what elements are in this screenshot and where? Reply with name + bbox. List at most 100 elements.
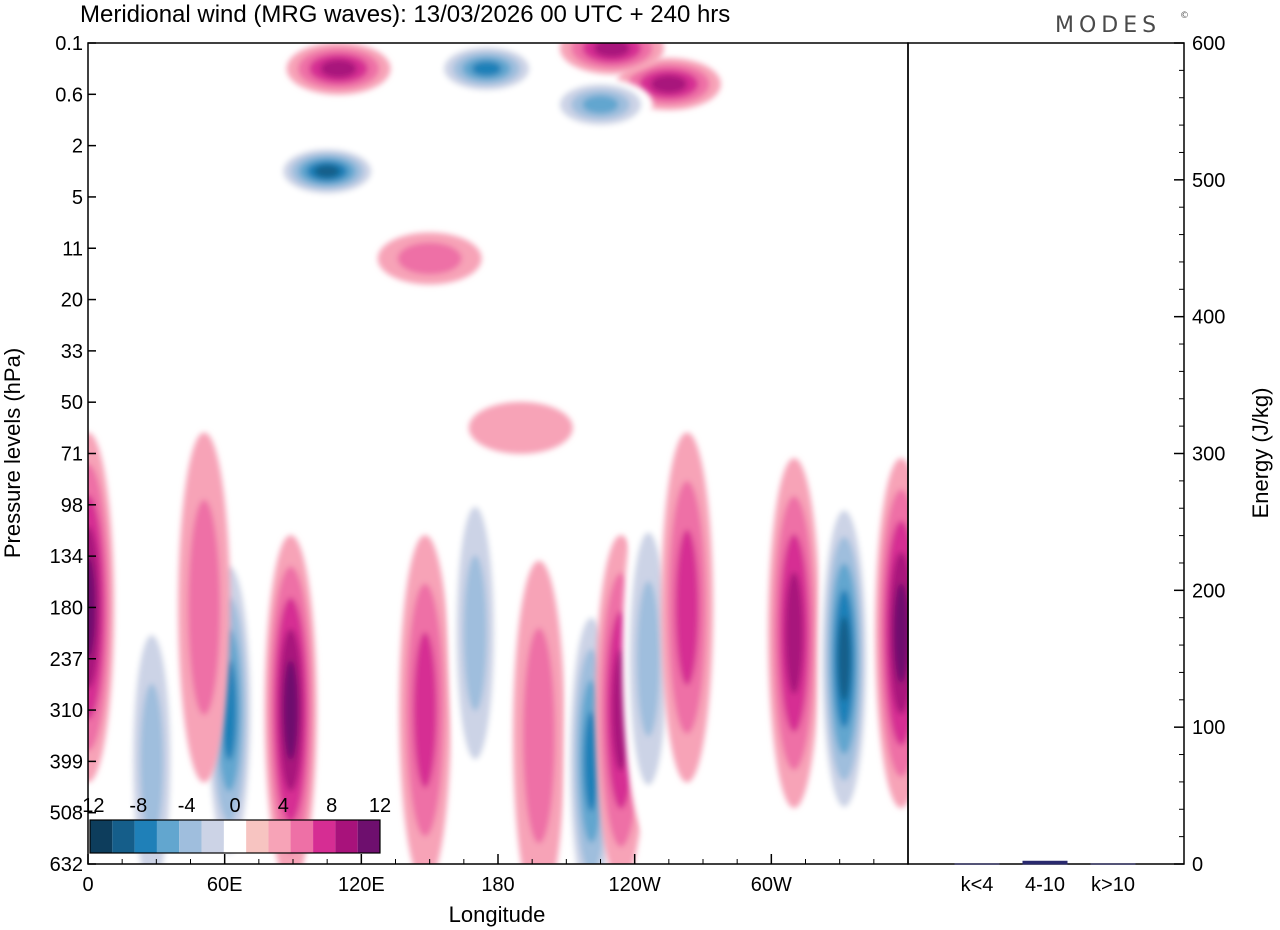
y-tick-label: 0.6 bbox=[55, 84, 83, 106]
contour-cell-15 bbox=[178, 432, 231, 783]
contour-band bbox=[314, 164, 340, 178]
contour-cell-10 bbox=[768, 458, 821, 809]
energy-axis-label: Energy (J/kg) bbox=[1248, 388, 1273, 519]
x-axis: 0 60E 120E 180 120W 60W bbox=[82, 854, 875, 896]
contour-cell-24 bbox=[122, 273, 227, 326]
contour-band bbox=[463, 555, 487, 711]
contour-cell-22 bbox=[377, 232, 482, 285]
y-tick-label: 71 bbox=[61, 444, 83, 466]
colorbar-swatch bbox=[313, 820, 336, 853]
y-tick-label: 134 bbox=[50, 546, 83, 568]
contour-band bbox=[893, 583, 908, 684]
contour-cell-5 bbox=[513, 560, 565, 864]
energy-tick-label: 300 bbox=[1192, 444, 1225, 466]
colorbar-label: -12 bbox=[76, 795, 105, 817]
y-tick-label: 2 bbox=[72, 136, 83, 158]
y-tick-label: 98 bbox=[61, 495, 83, 517]
contour-cell-23 bbox=[468, 401, 573, 454]
colorbar-swatch bbox=[268, 820, 291, 853]
contour-cell-20 bbox=[548, 78, 653, 131]
energy-tick-label: 400 bbox=[1192, 307, 1225, 329]
colorbar-label: 4 bbox=[278, 795, 289, 817]
contour-band bbox=[188, 499, 221, 716]
colorbar-label: 8 bbox=[326, 795, 337, 817]
contour-band bbox=[413, 632, 437, 788]
contour-band bbox=[785, 572, 804, 694]
contour-band bbox=[397, 242, 462, 275]
contour-band bbox=[837, 616, 851, 702]
colorbar-label: 0 bbox=[229, 795, 240, 817]
contour-band bbox=[636, 580, 660, 737]
colorbar-swatch bbox=[179, 820, 202, 853]
contour-cell-12 bbox=[875, 458, 908, 809]
energy-category-label: k<4 bbox=[961, 874, 994, 896]
y-tick-label: 5 bbox=[72, 187, 83, 209]
contour-cell-18 bbox=[286, 43, 391, 95]
contour-cell-2 bbox=[264, 535, 317, 864]
contour-cell-21 bbox=[559, 43, 664, 75]
colorbar-frame bbox=[89, 819, 381, 854]
brand-logo: MODES bbox=[1055, 13, 1161, 38]
energy-bar bbox=[1022, 860, 1068, 865]
contour-cell-13 bbox=[88, 432, 114, 783]
energy-category-label: k>10 bbox=[1091, 874, 1135, 896]
x-tick-label: 120W bbox=[609, 874, 661, 896]
colorbar-swatch bbox=[335, 820, 358, 853]
colorbar-label: -4 bbox=[178, 795, 196, 817]
colorbar-swatch bbox=[223, 820, 247, 853]
contour-band bbox=[523, 628, 555, 844]
energy-tick-label: 600 bbox=[1192, 33, 1225, 55]
y-tick-label: 20 bbox=[61, 290, 83, 312]
brand-mark: © bbox=[1180, 11, 1189, 21]
x-tick-label: 0 bbox=[82, 874, 93, 896]
heatmap-field bbox=[88, 43, 908, 864]
y-tick-label: 50 bbox=[61, 392, 83, 414]
contour-band bbox=[650, 75, 687, 94]
chart-title: Meridional wind (MRG waves): 13/03/2026 … bbox=[80, 1, 730, 28]
contour-band bbox=[471, 61, 502, 77]
y-tick-label: 632 bbox=[50, 854, 83, 876]
colorbar-label: 12 bbox=[369, 795, 391, 817]
y-axis: 0.1 0.6 2 5 11 20 33 50 71 98 134 180 237 310 399 508 63… bbox=[50, 33, 96, 876]
contour-band bbox=[122, 273, 227, 326]
colorbar-swatch bbox=[246, 820, 269, 853]
contour-cell-17 bbox=[275, 145, 380, 198]
energy-bars: k<4 4-10 k>10 bbox=[954, 860, 1136, 896]
colorbar: -12 -8 -4 0 4 8 12 bbox=[76, 795, 391, 854]
contour-band bbox=[468, 401, 573, 454]
colorbar-swatch bbox=[112, 820, 135, 853]
y-tick-label: 237 bbox=[50, 649, 83, 671]
energy-tick-label: 500 bbox=[1192, 170, 1225, 192]
colorbar-swatch bbox=[134, 820, 157, 853]
colorbar-swatch bbox=[290, 820, 314, 853]
contour-band bbox=[593, 43, 630, 58]
energy-panel-frame bbox=[907, 42, 1185, 865]
contour-cell-14 bbox=[125, 586, 178, 864]
colorbar-swatch bbox=[90, 820, 113, 853]
y-tick-label: 180 bbox=[50, 597, 83, 619]
contour-band bbox=[583, 711, 599, 812]
contour-band bbox=[675, 529, 699, 686]
x-tick-label: 120E bbox=[338, 874, 385, 896]
y-tick-label: 33 bbox=[61, 341, 83, 363]
energy-category-label: 4-10 bbox=[1025, 874, 1065, 896]
energy-tick-label: 200 bbox=[1192, 580, 1225, 602]
x-tick-label: 60E bbox=[207, 874, 243, 896]
contour-band bbox=[582, 95, 619, 114]
y-axis-label: Pressure levels (hPa) bbox=[0, 348, 25, 558]
y-tick-label: 11 bbox=[62, 238, 83, 260]
y-tick-label: 399 bbox=[50, 751, 83, 773]
energy-tick-label: 0 bbox=[1192, 854, 1203, 876]
y-tick-label: 508 bbox=[50, 803, 83, 825]
y-tick-label: 0.1 bbox=[55, 33, 83, 55]
contour-band bbox=[140, 683, 164, 840]
energy-axis: 0 100 200 300 400 500 600 bbox=[1174, 33, 1225, 876]
colorbar-swatch bbox=[156, 820, 180, 853]
contour-band bbox=[320, 59, 357, 78]
contour-cell-4 bbox=[449, 458, 502, 809]
contour-cell-16 bbox=[434, 43, 539, 95]
x-tick-label: 180 bbox=[481, 874, 514, 896]
colorbar-swatch bbox=[201, 820, 224, 853]
contour-cell-9 bbox=[661, 432, 714, 783]
